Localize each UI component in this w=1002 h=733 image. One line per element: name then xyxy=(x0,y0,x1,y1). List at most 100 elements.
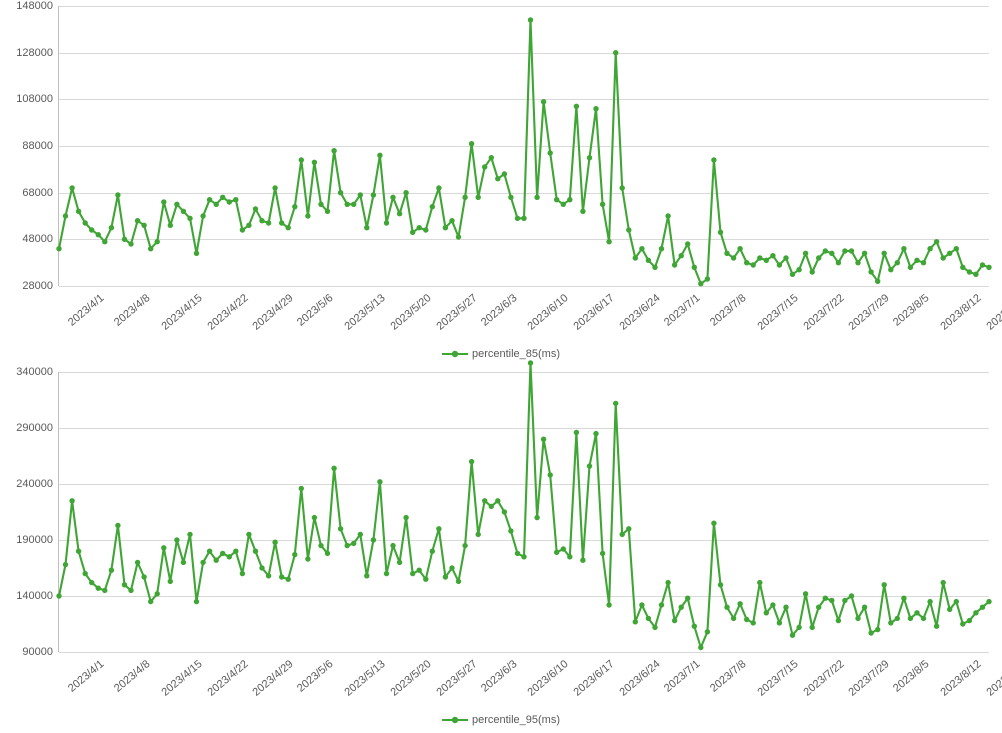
series-marker xyxy=(259,565,264,570)
series-marker xyxy=(580,209,585,214)
series-marker xyxy=(836,260,841,265)
x-tick-label: 2023/8/19 xyxy=(984,658,1002,699)
x-tick-label: 2023/5/13 xyxy=(343,292,388,333)
series-marker xyxy=(181,560,186,565)
series-marker xyxy=(240,227,245,232)
series-marker xyxy=(462,195,467,200)
x-tick-label: 2023/8/19 xyxy=(984,292,1002,333)
series-marker xyxy=(207,549,212,554)
series-marker xyxy=(345,543,350,548)
series-marker xyxy=(862,605,867,610)
series-marker xyxy=(377,153,382,158)
series-marker xyxy=(868,269,873,274)
x-tick-label: 2023/8/5 xyxy=(891,658,932,695)
series-marker xyxy=(777,262,782,267)
series-marker xyxy=(574,104,579,109)
series-marker xyxy=(823,596,828,601)
series-marker xyxy=(574,430,579,435)
series-marker xyxy=(390,543,395,548)
series-marker xyxy=(639,602,644,607)
series-marker xyxy=(109,225,114,230)
x-tick-label: 2023/8/12 xyxy=(938,292,983,333)
series-marker xyxy=(161,545,166,550)
series-marker xyxy=(600,551,605,556)
series-marker xyxy=(403,190,408,195)
series-marker xyxy=(679,253,684,258)
series-marker xyxy=(266,573,271,578)
series-marker xyxy=(567,554,572,559)
series-marker xyxy=(960,265,965,270)
series-marker xyxy=(724,605,729,610)
series-line xyxy=(59,363,989,648)
x-tick-label: 2023/5/6 xyxy=(295,292,336,329)
series-marker xyxy=(449,565,454,570)
x-tick-label: 2023/6/10 xyxy=(526,658,571,699)
series-marker xyxy=(397,211,402,216)
series-marker xyxy=(901,596,906,601)
x-tick-label: 2023/4/22 xyxy=(205,658,250,699)
series-marker xyxy=(954,599,959,604)
series-marker xyxy=(89,580,94,585)
series-marker xyxy=(790,272,795,277)
series-marker xyxy=(358,532,363,537)
x-tick-label: 2023/5/6 xyxy=(295,658,336,695)
series-marker xyxy=(947,251,952,256)
series-marker xyxy=(587,155,592,160)
series-marker xyxy=(83,220,88,225)
series-marker xyxy=(299,486,304,491)
series-marker xyxy=(947,607,952,612)
x-tick-label: 2023/4/22 xyxy=(205,292,250,333)
series-marker xyxy=(934,624,939,629)
x-tick-label: 2023/6/24 xyxy=(618,292,663,333)
series-marker xyxy=(960,621,965,626)
series-marker xyxy=(770,602,775,607)
series-marker xyxy=(600,202,605,207)
series-marker xyxy=(796,267,801,272)
series-marker xyxy=(371,537,376,542)
series-marker xyxy=(279,574,284,579)
series-marker xyxy=(751,262,756,267)
series-marker xyxy=(652,265,657,270)
series-marker xyxy=(482,498,487,503)
series-marker xyxy=(148,599,153,604)
series-marker xyxy=(495,176,500,181)
series-marker xyxy=(502,171,507,176)
series-marker xyxy=(214,558,219,563)
series-marker xyxy=(744,260,749,265)
series-marker xyxy=(620,532,625,537)
series-marker xyxy=(561,202,566,207)
x-tick-label: 2023/7/15 xyxy=(755,658,800,699)
series-marker xyxy=(338,526,343,531)
series-marker xyxy=(567,197,572,202)
series-marker xyxy=(286,577,291,582)
series-marker xyxy=(842,248,847,253)
series-marker xyxy=(194,599,199,604)
series-marker xyxy=(980,605,985,610)
x-tick-label: 2023/5/27 xyxy=(434,292,479,333)
series-marker xyxy=(659,246,664,251)
series-marker xyxy=(122,237,127,242)
series-marker xyxy=(921,260,926,265)
chart-panel-1: 90000140000190000240000290000340000 2023/… xyxy=(0,366,1002,732)
series-marker xyxy=(829,598,834,603)
series-marker xyxy=(102,588,107,593)
series-marker xyxy=(364,225,369,230)
series-marker xyxy=(423,577,428,582)
series-marker xyxy=(967,269,972,274)
series-marker xyxy=(751,620,756,625)
y-tick-label: 140000 xyxy=(16,590,53,602)
series-marker xyxy=(292,204,297,209)
plot-area: 90000140000190000240000290000340000 xyxy=(58,372,989,652)
series-marker xyxy=(620,185,625,190)
series-marker xyxy=(698,645,703,650)
series-marker xyxy=(168,579,173,584)
series-marker xyxy=(810,269,815,274)
series-marker xyxy=(554,197,559,202)
series-marker xyxy=(312,160,317,165)
x-tick-label: 2023/6/10 xyxy=(526,292,571,333)
series-svg xyxy=(59,6,989,286)
series-marker xyxy=(214,202,219,207)
series-marker xyxy=(141,574,146,579)
series-marker xyxy=(803,251,808,256)
series-marker xyxy=(292,552,297,557)
